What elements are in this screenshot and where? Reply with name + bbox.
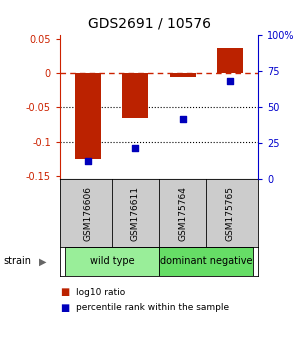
Bar [65,247,159,276]
Text: dominant negative: dominant negative [160,257,252,267]
Text: percentile rank within the sample: percentile rank within the sample [76,303,230,313]
Point [180,116,185,122]
Bar [169,73,196,76]
Bar [217,48,243,73]
Text: ■: ■ [60,303,69,313]
Text: ▶: ▶ [39,257,46,267]
Point [86,158,91,164]
Text: GSM176606: GSM176606 [84,185,93,241]
Text: GDS2691 / 10576: GDS2691 / 10576 [88,16,212,30]
Text: GSM175765: GSM175765 [225,185,234,241]
Text: GSM176611: GSM176611 [131,185,140,241]
Point [133,145,138,150]
Text: log10 ratio: log10 ratio [76,287,126,297]
Bar [122,73,148,118]
Text: ■: ■ [60,287,69,297]
Bar [75,73,101,159]
Point [227,79,232,84]
Text: GSM175764: GSM175764 [178,186,187,241]
Text: strain: strain [3,257,31,267]
Text: wild type: wild type [89,257,134,267]
Bar [159,247,253,276]
